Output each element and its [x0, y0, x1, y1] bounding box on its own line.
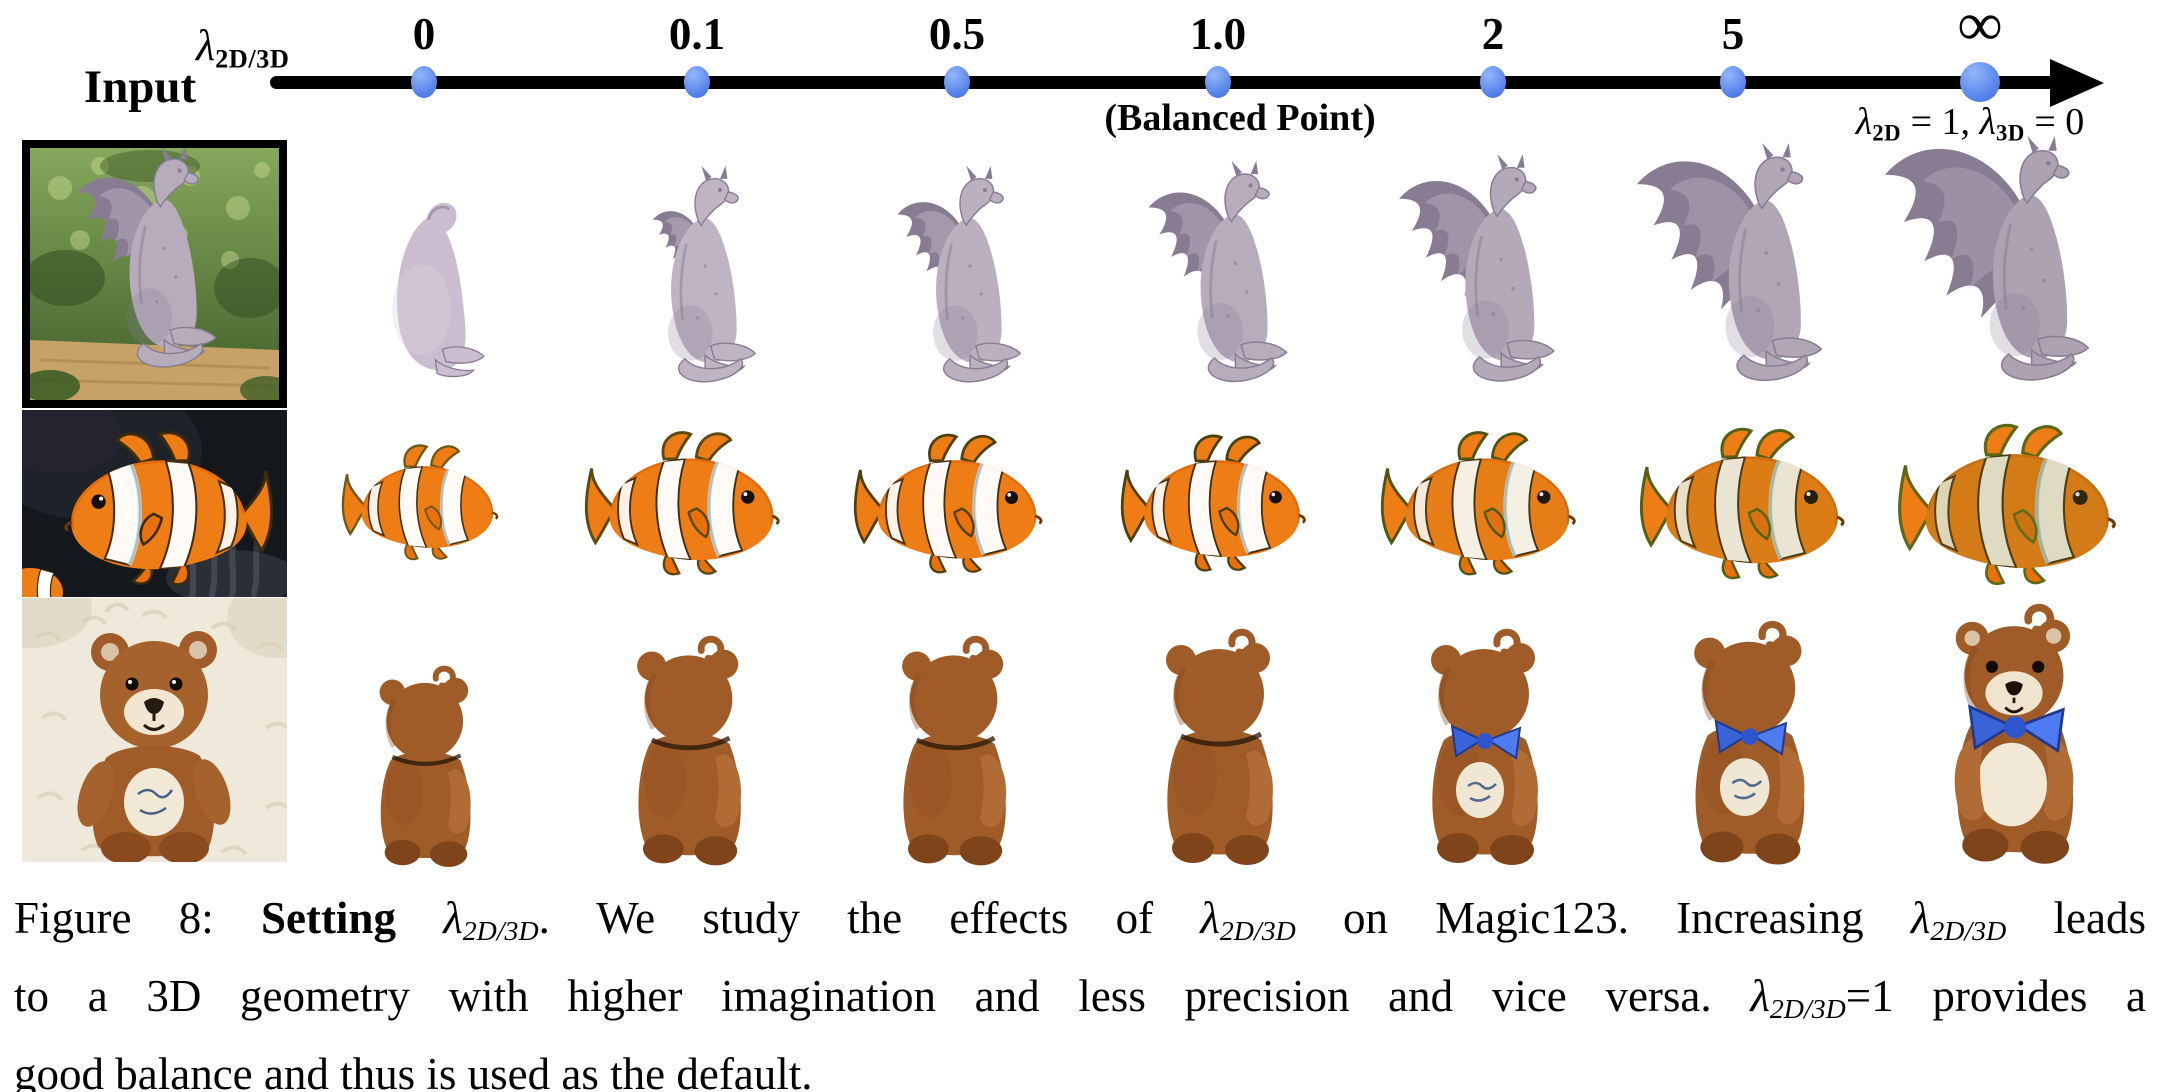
- render-row-clownfish: [296, 402, 2152, 594]
- text-segment: 2D/3D: [1930, 915, 2007, 947]
- input-photo-dragon-statue: [22, 140, 287, 408]
- axis-tick-label-0.5: 0.5: [928, 9, 986, 59]
- infinity-annotation: λ2D = 1, λ3D = 0: [1780, 100, 2160, 146]
- axis-arrowhead-icon: [2050, 59, 2104, 107]
- axis-dot-0.5: [944, 66, 970, 98]
- axis-dot-infinity: [1960, 62, 2000, 102]
- axis-tick-label-1.0: 1.0: [1189, 9, 1247, 59]
- render-teddy-lambda-1.0: [1091, 596, 1356, 878]
- render-clownfish-lambda-inf: [1887, 402, 2152, 594]
- text-segment: λ: [1910, 893, 1931, 943]
- text-segment: = 0: [2024, 101, 2085, 143]
- render-clownfish-lambda-0.1: [561, 402, 826, 594]
- text-segment: = 1,: [1901, 101, 1980, 143]
- render-dragon-lambda-0.1: [561, 150, 826, 396]
- render-clownfish-lambda-5: [1622, 402, 1887, 594]
- text-segment: =1 provides a: [1845, 970, 2147, 1021]
- caption-line-3: good balance and thus is used as the def…: [14, 1042, 2146, 1092]
- axis-tick-label-0.1: 0.1: [668, 9, 726, 59]
- text-segment: λ: [1750, 970, 1770, 1021]
- render-dragon-lambda-inf: [1885, 136, 2152, 396]
- caption-line-2: to a 3D geometry with higher imagination…: [14, 964, 2146, 1042]
- text-segment: 2D: [1872, 120, 1902, 146]
- render-dragon-lambda-2: [1357, 150, 1622, 396]
- axis-dot-0: [411, 66, 437, 98]
- text-segment: λ: [443, 893, 463, 943]
- render-teddy-lambda-0: [296, 596, 561, 878]
- text-segment: 3D: [1995, 120, 2025, 146]
- axis-tick-label-0: 0: [412, 9, 436, 59]
- lambda-symbol: λ: [196, 21, 216, 70]
- render-teddy-lambda-2: [1357, 596, 1622, 878]
- render-teddy-lambda-0.5: [826, 596, 1091, 878]
- axis-parameter-label: λ2D/3D: [196, 20, 289, 74]
- text-segment: . We study the effects of: [538, 893, 1201, 943]
- text-segment: good balance and thus is used as the def…: [14, 1048, 813, 1092]
- caption-line-1: Figure 8: Setting λ2D/3D. We study the e…: [14, 886, 2146, 964]
- render-clownfish-lambda-0: [296, 402, 561, 594]
- text-segment: [396, 893, 443, 943]
- text-segment: 2D/3D: [1769, 993, 1846, 1025]
- render-row-dragon: [296, 136, 2152, 396]
- axis-dot-1.0: [1205, 66, 1231, 98]
- axis-tick-label-infinity: ∞: [1957, 0, 2003, 59]
- render-teddy-lambda-inf: [1887, 596, 2152, 878]
- text-segment: λ: [1200, 893, 1220, 943]
- axis-dot-0.1: [684, 66, 710, 98]
- input-photo-teddy-bear: [22, 598, 287, 862]
- axis-dot-2: [1480, 66, 1506, 98]
- render-clownfish-lambda-1.0: [1091, 402, 1356, 594]
- input-column-header: Input: [83, 61, 197, 113]
- render-row-teddy: [296, 596, 2152, 878]
- text-segment: 2D/3D: [462, 915, 539, 947]
- axis-tick-label-5: 5: [1721, 9, 1745, 59]
- input-photo-clownfish: [22, 410, 287, 597]
- render-dragon-lambda-0: [296, 150, 561, 396]
- text-segment: λ: [1855, 101, 1873, 143]
- axis-dot-5: [1720, 66, 1746, 98]
- axis-line: [270, 76, 2065, 89]
- text-segment: Setting: [260, 893, 396, 943]
- render-dragon-lambda-0.5: [826, 150, 1091, 396]
- text-segment: on Magic123. Increasing: [1295, 893, 1911, 943]
- axis-tick-label-2: 2: [1481, 9, 1505, 59]
- render-dragon-lambda-1.0: [1091, 150, 1356, 396]
- figure-caption: Figure 8: Setting λ2D/3D. We study the e…: [14, 886, 2146, 1092]
- text-segment: Figure 8:: [14, 893, 261, 943]
- render-teddy-lambda-5: [1622, 596, 1887, 878]
- render-clownfish-lambda-0.5: [826, 402, 1091, 594]
- render-teddy-lambda-0.1: [561, 596, 826, 878]
- lambda-subscript: 2D/3D: [215, 43, 290, 74]
- render-clownfish-lambda-2: [1357, 402, 1622, 594]
- text-segment: λ: [1979, 101, 1996, 143]
- text-segment: to a 3D geometry with higher imagination…: [14, 970, 1751, 1021]
- render-dragon-lambda-5: [1622, 143, 1887, 396]
- text-segment: 2D/3D: [1219, 915, 1296, 947]
- text-segment: leads: [2006, 893, 2146, 943]
- balanced-point-label: (Balanced Point): [1104, 97, 1376, 139]
